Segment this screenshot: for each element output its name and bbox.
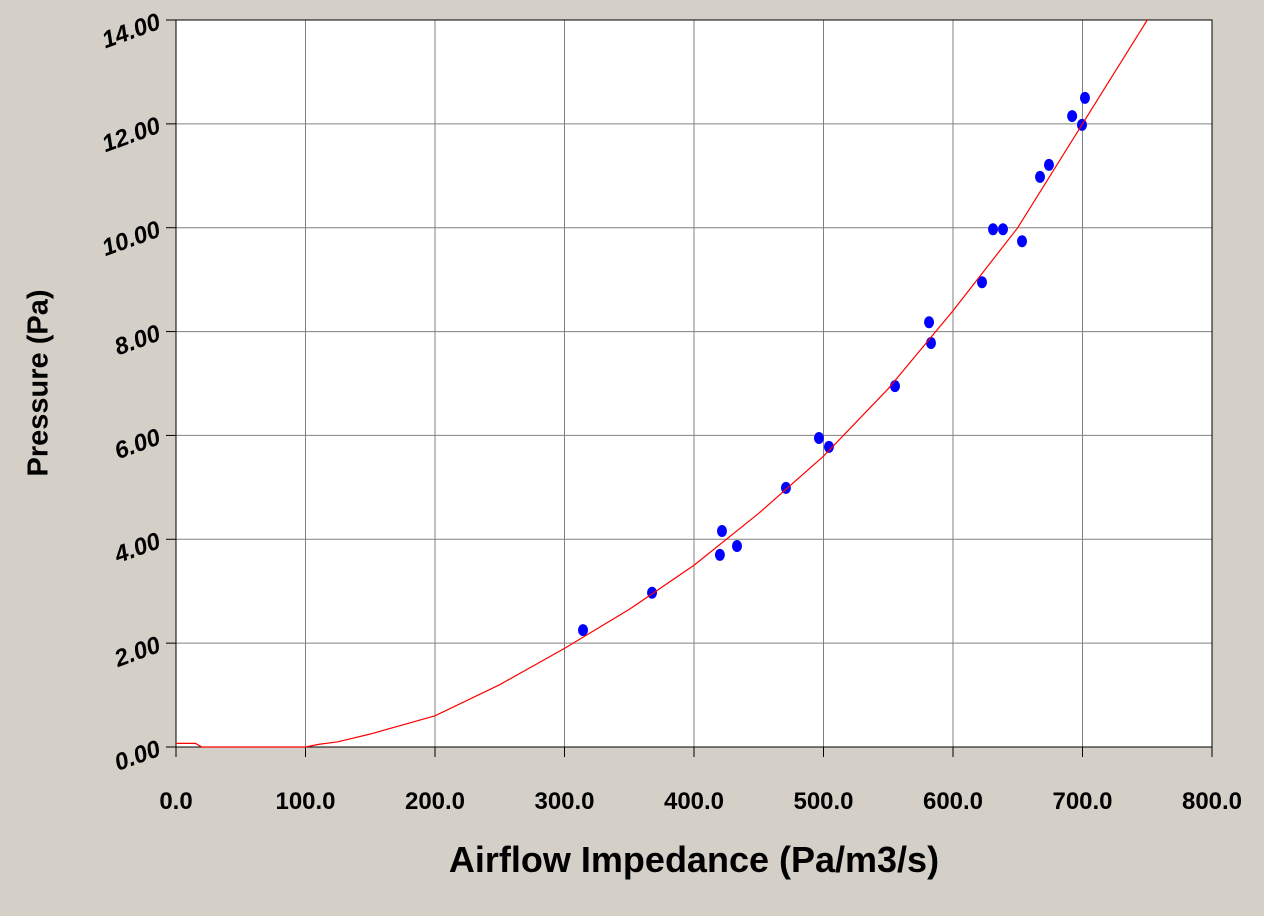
data-point — [925, 336, 936, 349]
x-tick-label: 400.0 — [664, 788, 724, 815]
x-tick-label: 200.0 — [405, 788, 465, 815]
x-tick-label: 100.0 — [275, 788, 335, 815]
data-point — [1043, 158, 1054, 171]
y-tick-label: 12.00 — [98, 112, 164, 158]
y-tick-label: 8.00 — [111, 320, 165, 362]
data-point — [1017, 235, 1028, 248]
data-point — [823, 440, 834, 453]
x-tick-label: 600.0 — [923, 788, 983, 815]
data-point — [813, 432, 824, 445]
data-point — [924, 316, 935, 329]
x-tick-label: 300.0 — [534, 788, 594, 815]
y-tick-label: 2.00 — [110, 631, 165, 673]
data-point — [889, 380, 900, 393]
x-tick-label: 500.0 — [793, 788, 853, 815]
y-tick-label: 14.00 — [98, 8, 164, 54]
x-tick-label: 700.0 — [1052, 788, 1112, 815]
data-point — [731, 540, 742, 553]
x-tick-label: 0.0 — [159, 788, 192, 815]
x-axis-title: Airflow Impedance (Pa/m3/s) — [449, 839, 939, 880]
plot-area — [175, 19, 1213, 748]
data-point — [1079, 91, 1090, 104]
data-point — [714, 548, 725, 561]
y-tick-label: 0.00 — [111, 735, 165, 777]
data-point — [578, 624, 589, 637]
data-point — [977, 276, 988, 289]
y-tick-label: 6.00 — [111, 423, 165, 465]
y-axis-title: Pressure (Pa) — [23, 290, 55, 477]
data-point — [1067, 110, 1078, 123]
x-tick-label: 800.0 — [1182, 788, 1242, 815]
data-point — [716, 524, 727, 537]
y-tick-label: 4.00 — [110, 527, 165, 569]
data-point — [1035, 170, 1046, 183]
y-tick-label: 10.00 — [98, 216, 164, 262]
fit-line — [176, 19, 1148, 748]
data-point — [997, 223, 1008, 236]
data-point — [647, 586, 658, 599]
data-point — [988, 223, 999, 236]
